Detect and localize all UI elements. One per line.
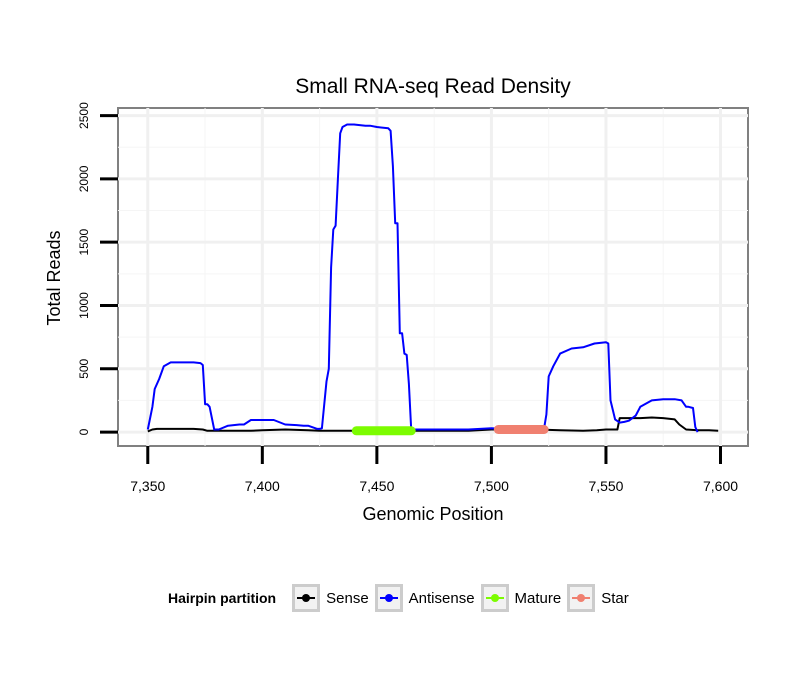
- legend-item-mature: Mature: [480, 584, 562, 612]
- series-antisense-line: [146, 123, 699, 433]
- legend-title: Hairpin partition: [168, 590, 277, 606]
- legend-item-sense: Sense: [292, 584, 369, 612]
- y-tick-label: 1500: [77, 229, 91, 256]
- grid-lines: [118, 108, 748, 446]
- y-tick-label: 2000: [77, 165, 91, 192]
- legend-key-sense: [292, 584, 321, 612]
- y-tick-label: 0: [77, 428, 91, 435]
- legend-label-mature: Mature: [514, 589, 562, 607]
- legend-label-antisense: Antisense: [408, 589, 475, 607]
- legend-key-antisense: [374, 584, 403, 612]
- legend-item-star: Star: [567, 584, 629, 612]
- series-lines: [146, 123, 719, 436]
- legend-item-antisense: Antisense: [374, 584, 475, 612]
- chart-title: Small RNA-seq Read Density: [295, 75, 571, 98]
- legend-key-mature: [480, 584, 509, 612]
- y-tick-label: 1000: [77, 292, 91, 319]
- x-tick-label: 7,450: [359, 478, 394, 494]
- x-axis-label: Genomic Position: [362, 504, 503, 524]
- y-tick-label: 2500: [77, 102, 91, 129]
- legend: Hairpin partition Sense Antisense Mature…: [168, 578, 635, 618]
- series-sense-line: [147, 416, 719, 433]
- x-tick-label: 7,600: [703, 478, 738, 494]
- x-tick-label: 7,350: [130, 478, 165, 494]
- legend-key-star: [567, 584, 596, 612]
- x-tick-label: 7,500: [474, 478, 509, 494]
- y-tick-label: 500: [77, 358, 91, 378]
- plot-panel: [117, 107, 749, 447]
- axes: 7,350 7,400 7,450 7,500 7,550 7,600 0 500 1000 15…: [77, 102, 738, 494]
- x-tick-label: 7,550: [588, 478, 623, 494]
- legend-label-star: Star: [601, 589, 629, 607]
- y-axis-label: Total Reads: [44, 230, 64, 325]
- legend-label-sense: Sense: [326, 589, 369, 607]
- x-tick-label: 7,400: [245, 478, 280, 494]
